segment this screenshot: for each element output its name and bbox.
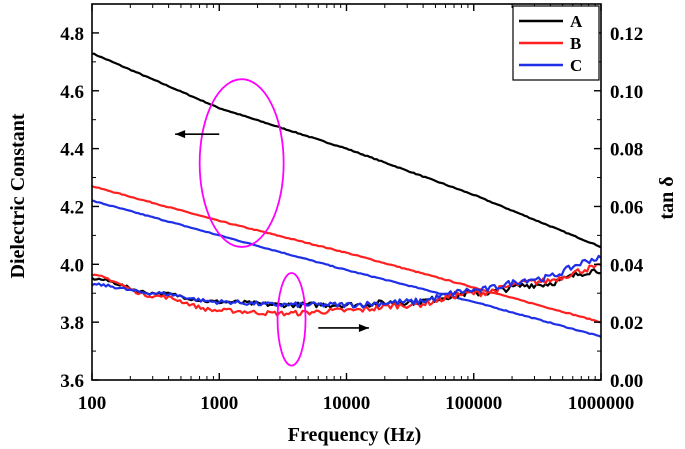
- y-left-tick-label: 4.8: [60, 24, 84, 45]
- axes-layer: 100 1000 10000 100000 1000000 3.6 3.8 4.0 4.2 4.4…: [7, 3, 678, 446]
- x-tick-label: 1000000: [568, 393, 635, 414]
- y-left-tick-label: 4.6: [60, 82, 84, 103]
- y-left-tick-label: 4.4: [60, 140, 84, 161]
- series-layer: [92, 52, 601, 338]
- legend-label-b: B: [570, 34, 581, 53]
- annotation-arrowhead-right-axis: [358, 323, 369, 332]
- y-left-tick-label: 4.2: [60, 197, 84, 218]
- y-left-tick-label: 4.0: [60, 255, 84, 276]
- y-left-tick-label: 3.8: [60, 313, 84, 334]
- series-c-tan-delta-line: [92, 254, 601, 309]
- y-right-tick-label: 0.08: [610, 140, 643, 161]
- y-right-tick-label: 0.12: [610, 24, 643, 45]
- x-tick-label: 10000: [323, 393, 371, 414]
- y-right-tick-label: 0.06: [610, 197, 643, 218]
- x-axis-title: Frequency (Hz): [288, 424, 422, 446]
- x-tick-label: 100: [78, 393, 107, 414]
- y-left-tick-label: 3.6: [60, 371, 84, 392]
- annotation-layer: [175, 78, 369, 367]
- series-b-dielectric-line: [92, 185, 601, 324]
- y-left-axis-title: Dielectric Constant: [7, 113, 29, 278]
- x-tick-label: 100000: [445, 393, 502, 414]
- series-a-dielectric-line: [92, 52, 601, 249]
- annotation-ellipse-tan-delta: [276, 272, 307, 367]
- y-right-tick-label: 0.00: [610, 371, 643, 392]
- x-tick-label: 1000: [200, 393, 238, 414]
- annotation-arrowhead-left-axis: [175, 130, 186, 139]
- y-right-tick-label: 0.10: [610, 82, 643, 103]
- annotation-ellipse-dielectric: [198, 78, 285, 248]
- y-right-tick-label: 0.02: [610, 313, 643, 334]
- legend-label-a: A: [570, 12, 583, 31]
- y-right-axis-title: tan δ: [656, 176, 678, 219]
- series-b-tan-delta-line: [92, 263, 601, 317]
- y-right-tick-label: 0.04: [610, 255, 644, 276]
- legend: ABC: [512, 5, 600, 81]
- legend-label-c: C: [570, 56, 582, 75]
- series-c-dielectric-line: [92, 199, 601, 338]
